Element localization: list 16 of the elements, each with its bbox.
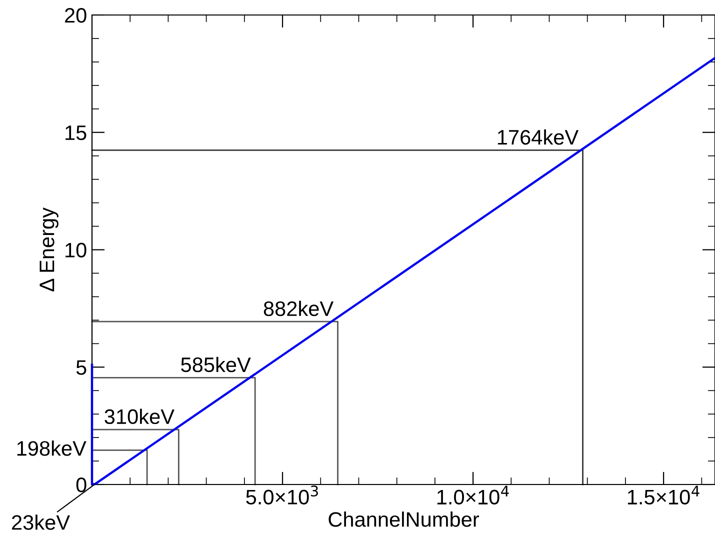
x-tick-label: 1.0×10$^{4}$ [437,486,509,505]
annotation: 882keV [264,300,334,316]
annotation: 23keV [12,514,70,530]
x-tick-label: 1.5×10$^{4}$ [628,486,700,505]
x-axis-title: ChannelNumber [328,512,480,527]
y-tick-label: 10 [66,242,86,258]
y-tick-label: 0 [76,478,86,492]
y-tick-label: 20 [65,8,86,23]
annotation: 585keV [181,356,251,372]
y-tick-label: 15 [66,126,86,140]
x-tick-label: 5.0×10$^{3}$ [246,486,318,505]
annotation: 198keV [17,440,86,456]
y-axis-title: Δ Energy [40,208,58,292]
annotation: 310keV [104,408,174,424]
y-tick-label: 5 [76,360,86,375]
annotation: 1764keV [498,129,579,145]
